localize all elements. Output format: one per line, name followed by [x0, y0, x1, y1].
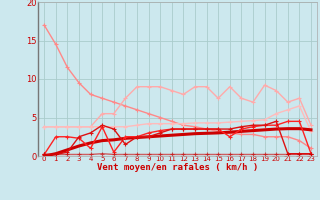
- X-axis label: Vent moyen/en rafales ( km/h ): Vent moyen/en rafales ( km/h ): [97, 163, 258, 172]
